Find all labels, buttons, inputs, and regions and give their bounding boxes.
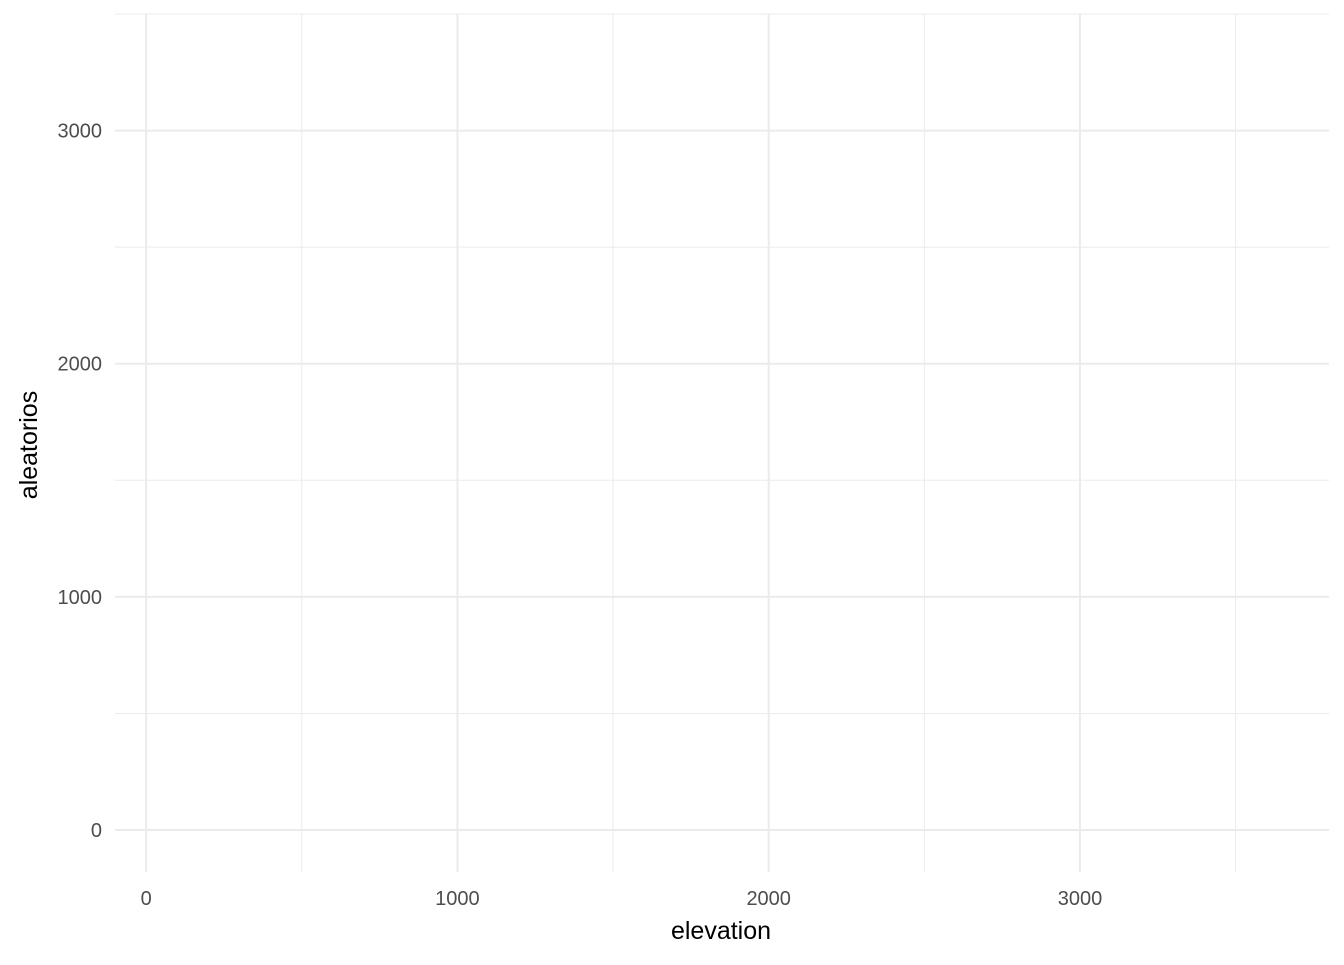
y-tick-label: 3000 (58, 121, 103, 143)
y-axis-title: aleatorios (15, 391, 43, 499)
x-axis-title: elevation (671, 917, 771, 945)
grid (115, 13, 1329, 872)
y-tick-label: 2000 (58, 354, 103, 376)
x-tick-label: 2000 (746, 888, 791, 910)
x-tick-label: 3000 (1058, 888, 1103, 910)
x-tick-label: 0 (141, 888, 152, 910)
y-tick-label: 0 (91, 820, 102, 842)
x-tick-label: 1000 (435, 888, 480, 910)
y-axis-ticks: 0 1000 2000 3000 (58, 121, 103, 842)
x-axis-ticks: 0 1000 2000 3000 (141, 888, 1103, 910)
y-tick-label: 1000 (58, 587, 103, 609)
